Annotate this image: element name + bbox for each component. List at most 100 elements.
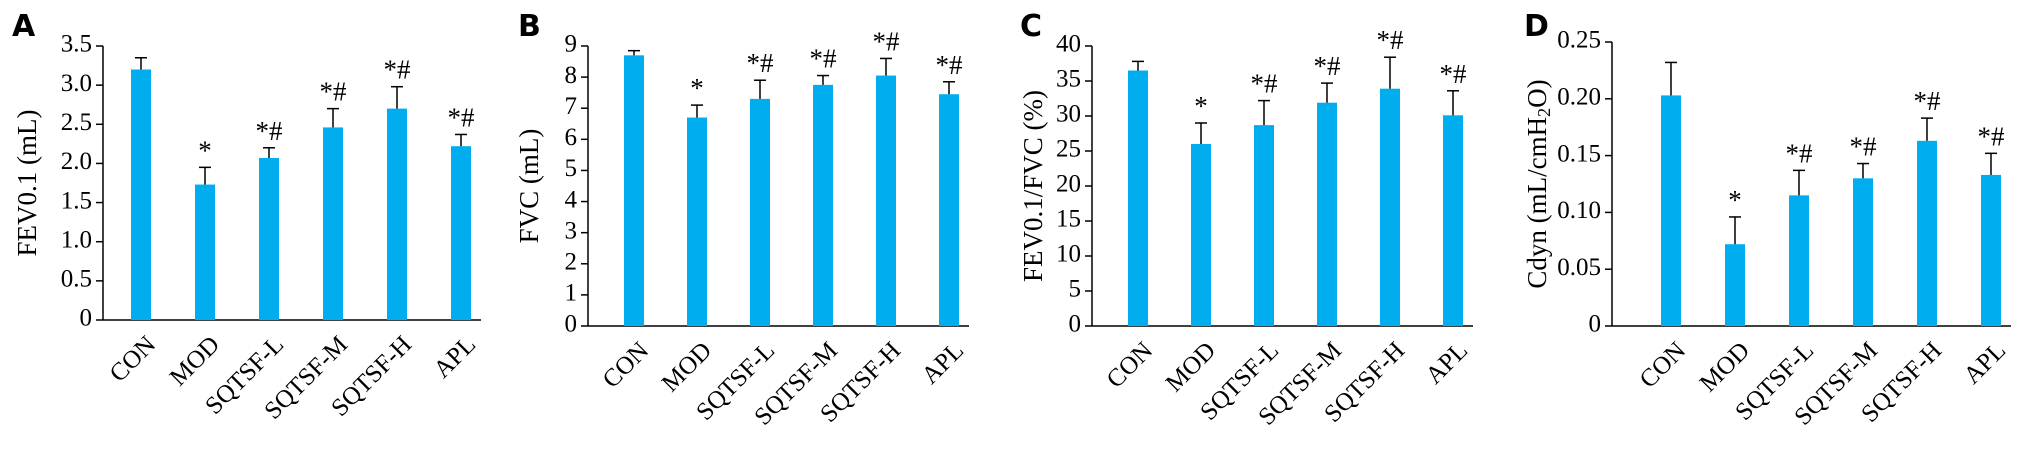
y-tick-label: 0.25 <box>1557 27 1601 54</box>
bar-sqtsf-h <box>876 75 896 326</box>
y-tick-label: 1 <box>565 280 578 307</box>
significance-mark: * <box>1728 185 1742 215</box>
significance-mark: * <box>1194 91 1208 121</box>
y-tick-label: 0.20 <box>1557 84 1601 111</box>
bar-mod <box>1725 244 1745 326</box>
panel-letter: D <box>1524 9 1549 44</box>
panel-letter: B <box>518 9 541 44</box>
significance-mark: *# <box>1978 121 2006 151</box>
y-tick-label: 2 <box>565 249 578 276</box>
significance-mark: *# <box>873 26 901 56</box>
panel-letter: A <box>12 9 36 44</box>
bar-sqtsf-m <box>1317 102 1337 326</box>
x-tick-label: CON <box>598 337 654 393</box>
y-axis-title: FEV0.1 (mL) <box>12 110 42 257</box>
y-axis-title: FVC (mL) <box>514 129 544 244</box>
bar-sqtsf-m <box>323 127 343 320</box>
bar-con <box>131 69 151 320</box>
y-tick-label: 3 <box>565 217 578 244</box>
y-tick-label: 8 <box>565 62 578 89</box>
y-axis-title: Cdyn (mL/cmH2O) <box>1522 79 1554 288</box>
y-tick-label: 4 <box>565 186 578 213</box>
significance-mark: *# <box>1914 86 1942 116</box>
bar-sqtsf-l <box>1254 125 1274 326</box>
bar-sqtsf-h <box>1917 140 1937 326</box>
y-tick-label: 2.5 <box>61 109 92 136</box>
y-tick-label: 0.5 <box>61 266 92 293</box>
y-tick-label: 30 <box>1056 101 1081 128</box>
significance-mark: *# <box>747 48 775 78</box>
significance-mark: *# <box>256 116 284 146</box>
x-tick-label: MOD <box>1161 337 1221 397</box>
bar-con <box>1661 95 1681 326</box>
significance-mark: *# <box>1377 25 1405 55</box>
y-tick-label: 7 <box>565 93 578 120</box>
y-tick-label: 3.0 <box>61 70 92 97</box>
y-tick-label: 0.10 <box>1557 197 1601 224</box>
significance-mark: * <box>198 135 212 165</box>
y-tick-label: 0.05 <box>1557 254 1601 281</box>
y-tick-label: 5 <box>1069 276 1082 303</box>
y-tick-label: 1.5 <box>61 187 92 214</box>
significance-mark: *# <box>1251 69 1279 99</box>
bar-sqtsf-h <box>387 108 407 320</box>
significance-mark: * <box>690 73 704 103</box>
y-tick-label: 1.0 <box>61 226 92 253</box>
y-tick-label: 0 <box>1589 311 1602 338</box>
x-tick-label: APL <box>917 337 969 389</box>
x-tick-label: MOD <box>165 331 225 391</box>
bar-apl <box>1981 174 2001 326</box>
bar-apl <box>939 94 959 326</box>
bar-con <box>624 55 644 326</box>
y-tick-label: 20 <box>1056 171 1081 198</box>
panel-letter: C <box>1020 9 1042 44</box>
bar-apl <box>451 146 471 320</box>
bar-sqtsf-h <box>1380 88 1400 326</box>
x-tick-label: APL <box>1959 337 2011 389</box>
y-tick-label: 25 <box>1056 136 1081 163</box>
chart-panel-c: C FEV0.1/FVC (%) 0 5 10 15 20 25 30 35 40 CON * MOD *#… <box>1018 9 1473 431</box>
bar-mod <box>687 117 707 326</box>
x-tick-label: CON <box>1102 337 1158 393</box>
significance-mark: *# <box>1314 51 1342 81</box>
y-tick-label: 10 <box>1056 241 1081 268</box>
significance-mark: *# <box>1850 132 1878 162</box>
y-tick-label: 0 <box>80 305 93 332</box>
bar-apl <box>1443 115 1463 326</box>
significance-mark: *# <box>936 50 964 80</box>
y-axis-title-subscript: 2 <box>1534 108 1554 117</box>
y-tick-label: 0 <box>1069 311 1082 338</box>
significance-mark: *# <box>320 77 348 107</box>
y-tick-label: 5 <box>565 155 578 182</box>
significance-mark: *# <box>810 44 838 74</box>
y-axis-title: FEV0.1/FVC (%) <box>1018 90 1048 282</box>
y-axis-title-end: O) <box>1522 79 1552 108</box>
significance-mark: *# <box>1786 138 1814 168</box>
y-tick-label: 40 <box>1056 31 1081 58</box>
y-tick-label: 35 <box>1056 66 1081 93</box>
y-tick-label: 9 <box>565 31 578 58</box>
x-tick-label: APL <box>1421 337 1473 389</box>
bar-mod <box>195 184 215 320</box>
x-tick-label: APL <box>429 331 481 383</box>
y-tick-label: 2.0 <box>61 148 92 175</box>
significance-mark: *# <box>384 55 412 85</box>
x-tick-label: CON <box>105 331 161 387</box>
chart-panel-d: D Cdyn (mL/cmH2O) 0 0.05 0.10 0.15 0.20 0.25 CON… <box>1522 9 2011 431</box>
y-tick-label: 0 <box>565 311 578 338</box>
y-tick-label: 6 <box>565 124 578 151</box>
x-tick-label: MOD <box>657 337 717 397</box>
bar-sqtsf-l <box>259 157 279 320</box>
significance-mark: *# <box>1440 59 1468 89</box>
y-tick-label: 15 <box>1056 206 1081 233</box>
y-tick-label: 0.15 <box>1557 140 1601 167</box>
bar-con <box>1128 70 1148 326</box>
bar-sqtsf-l <box>750 98 770 326</box>
x-tick-label: CON <box>1635 337 1691 393</box>
bar-sqtsf-l <box>1789 195 1809 326</box>
y-axis-title-main: Cdyn (mL/cmH <box>1522 117 1552 289</box>
bar-mod <box>1191 144 1211 326</box>
